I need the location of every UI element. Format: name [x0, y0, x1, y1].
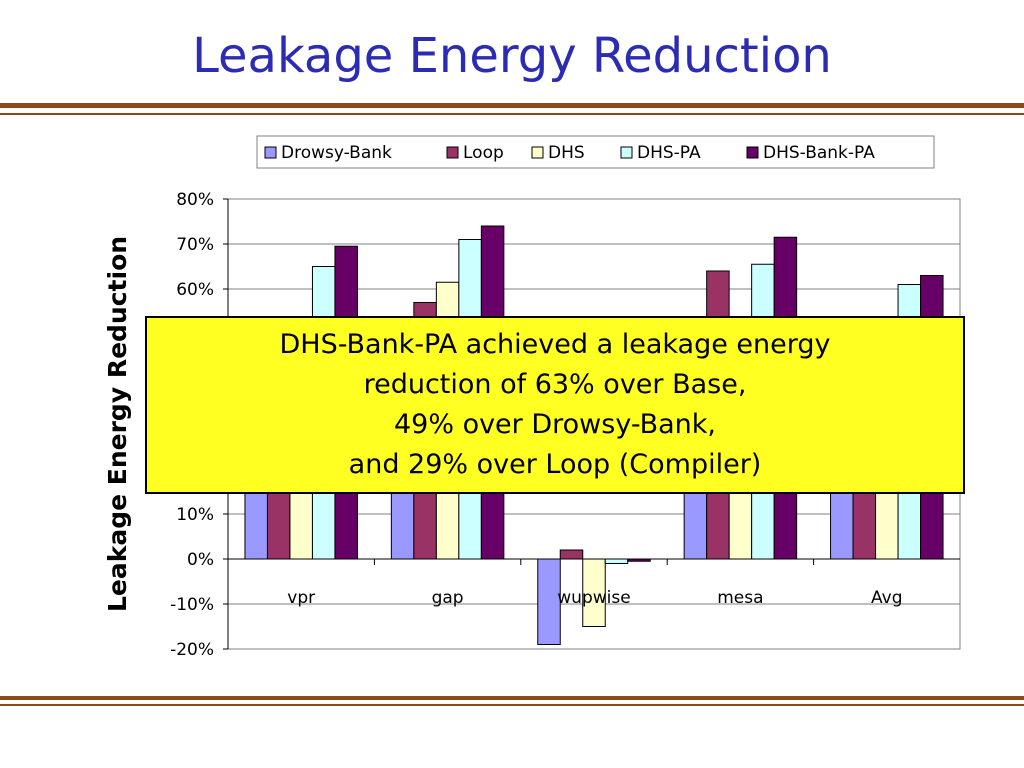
legend-label: Loop	[463, 143, 504, 163]
footer-divider-thick	[0, 696, 1024, 700]
legend-swatch	[264, 146, 277, 159]
callout-line: 49% over Drowsy-Bank,	[393, 409, 717, 440]
footer-divider-thin	[0, 704, 1024, 706]
x-tick-label: gap	[432, 588, 464, 608]
legend-label: DHS-Bank-PA	[763, 143, 875, 163]
slide-title: Leakage Energy Reduction	[192, 28, 832, 84]
x-tick-label: Avg	[871, 588, 903, 608]
legend-swatch	[746, 146, 759, 159]
y-tick-label: 0%	[187, 550, 214, 570]
callout-line: reduction of 63% over Base,	[363, 369, 747, 400]
legend-label: DHS	[548, 143, 585, 163]
y-tick-label: 80%	[176, 190, 214, 210]
y-tick-label: 70%	[176, 235, 214, 255]
y-tick-label: -10%	[170, 595, 214, 615]
x-tick-label: wupwise	[557, 588, 630, 608]
callout-line: and 29% over Loop (Compiler)	[348, 449, 762, 480]
legend-label: DHS-PA	[637, 143, 701, 163]
callout-line: DHS-Bank-PA achieved a leakage energy	[279, 329, 831, 360]
y-tick-label: 60%	[176, 280, 214, 300]
y-axis-title: Leakage Energy Reduction	[103, 236, 132, 612]
x-tick-label: mesa	[717, 588, 763, 608]
legend-swatch	[531, 146, 544, 159]
title-divider-thick	[0, 103, 1024, 108]
legend-label: Drowsy-Bank	[281, 143, 392, 163]
legend-box	[256, 135, 935, 169]
title-divider-thin	[0, 113, 1024, 115]
legend-swatch	[620, 146, 633, 159]
bar	[559, 549, 584, 560]
y-tick-label: 10%	[176, 505, 214, 525]
bar	[604, 558, 629, 564]
y-tick-label: -20%	[170, 640, 214, 660]
callout-box: DHS-Bank-PA achieved a leakage energy re…	[145, 316, 965, 494]
legend-swatch	[446, 146, 459, 159]
x-tick-label: vpr	[287, 588, 315, 608]
